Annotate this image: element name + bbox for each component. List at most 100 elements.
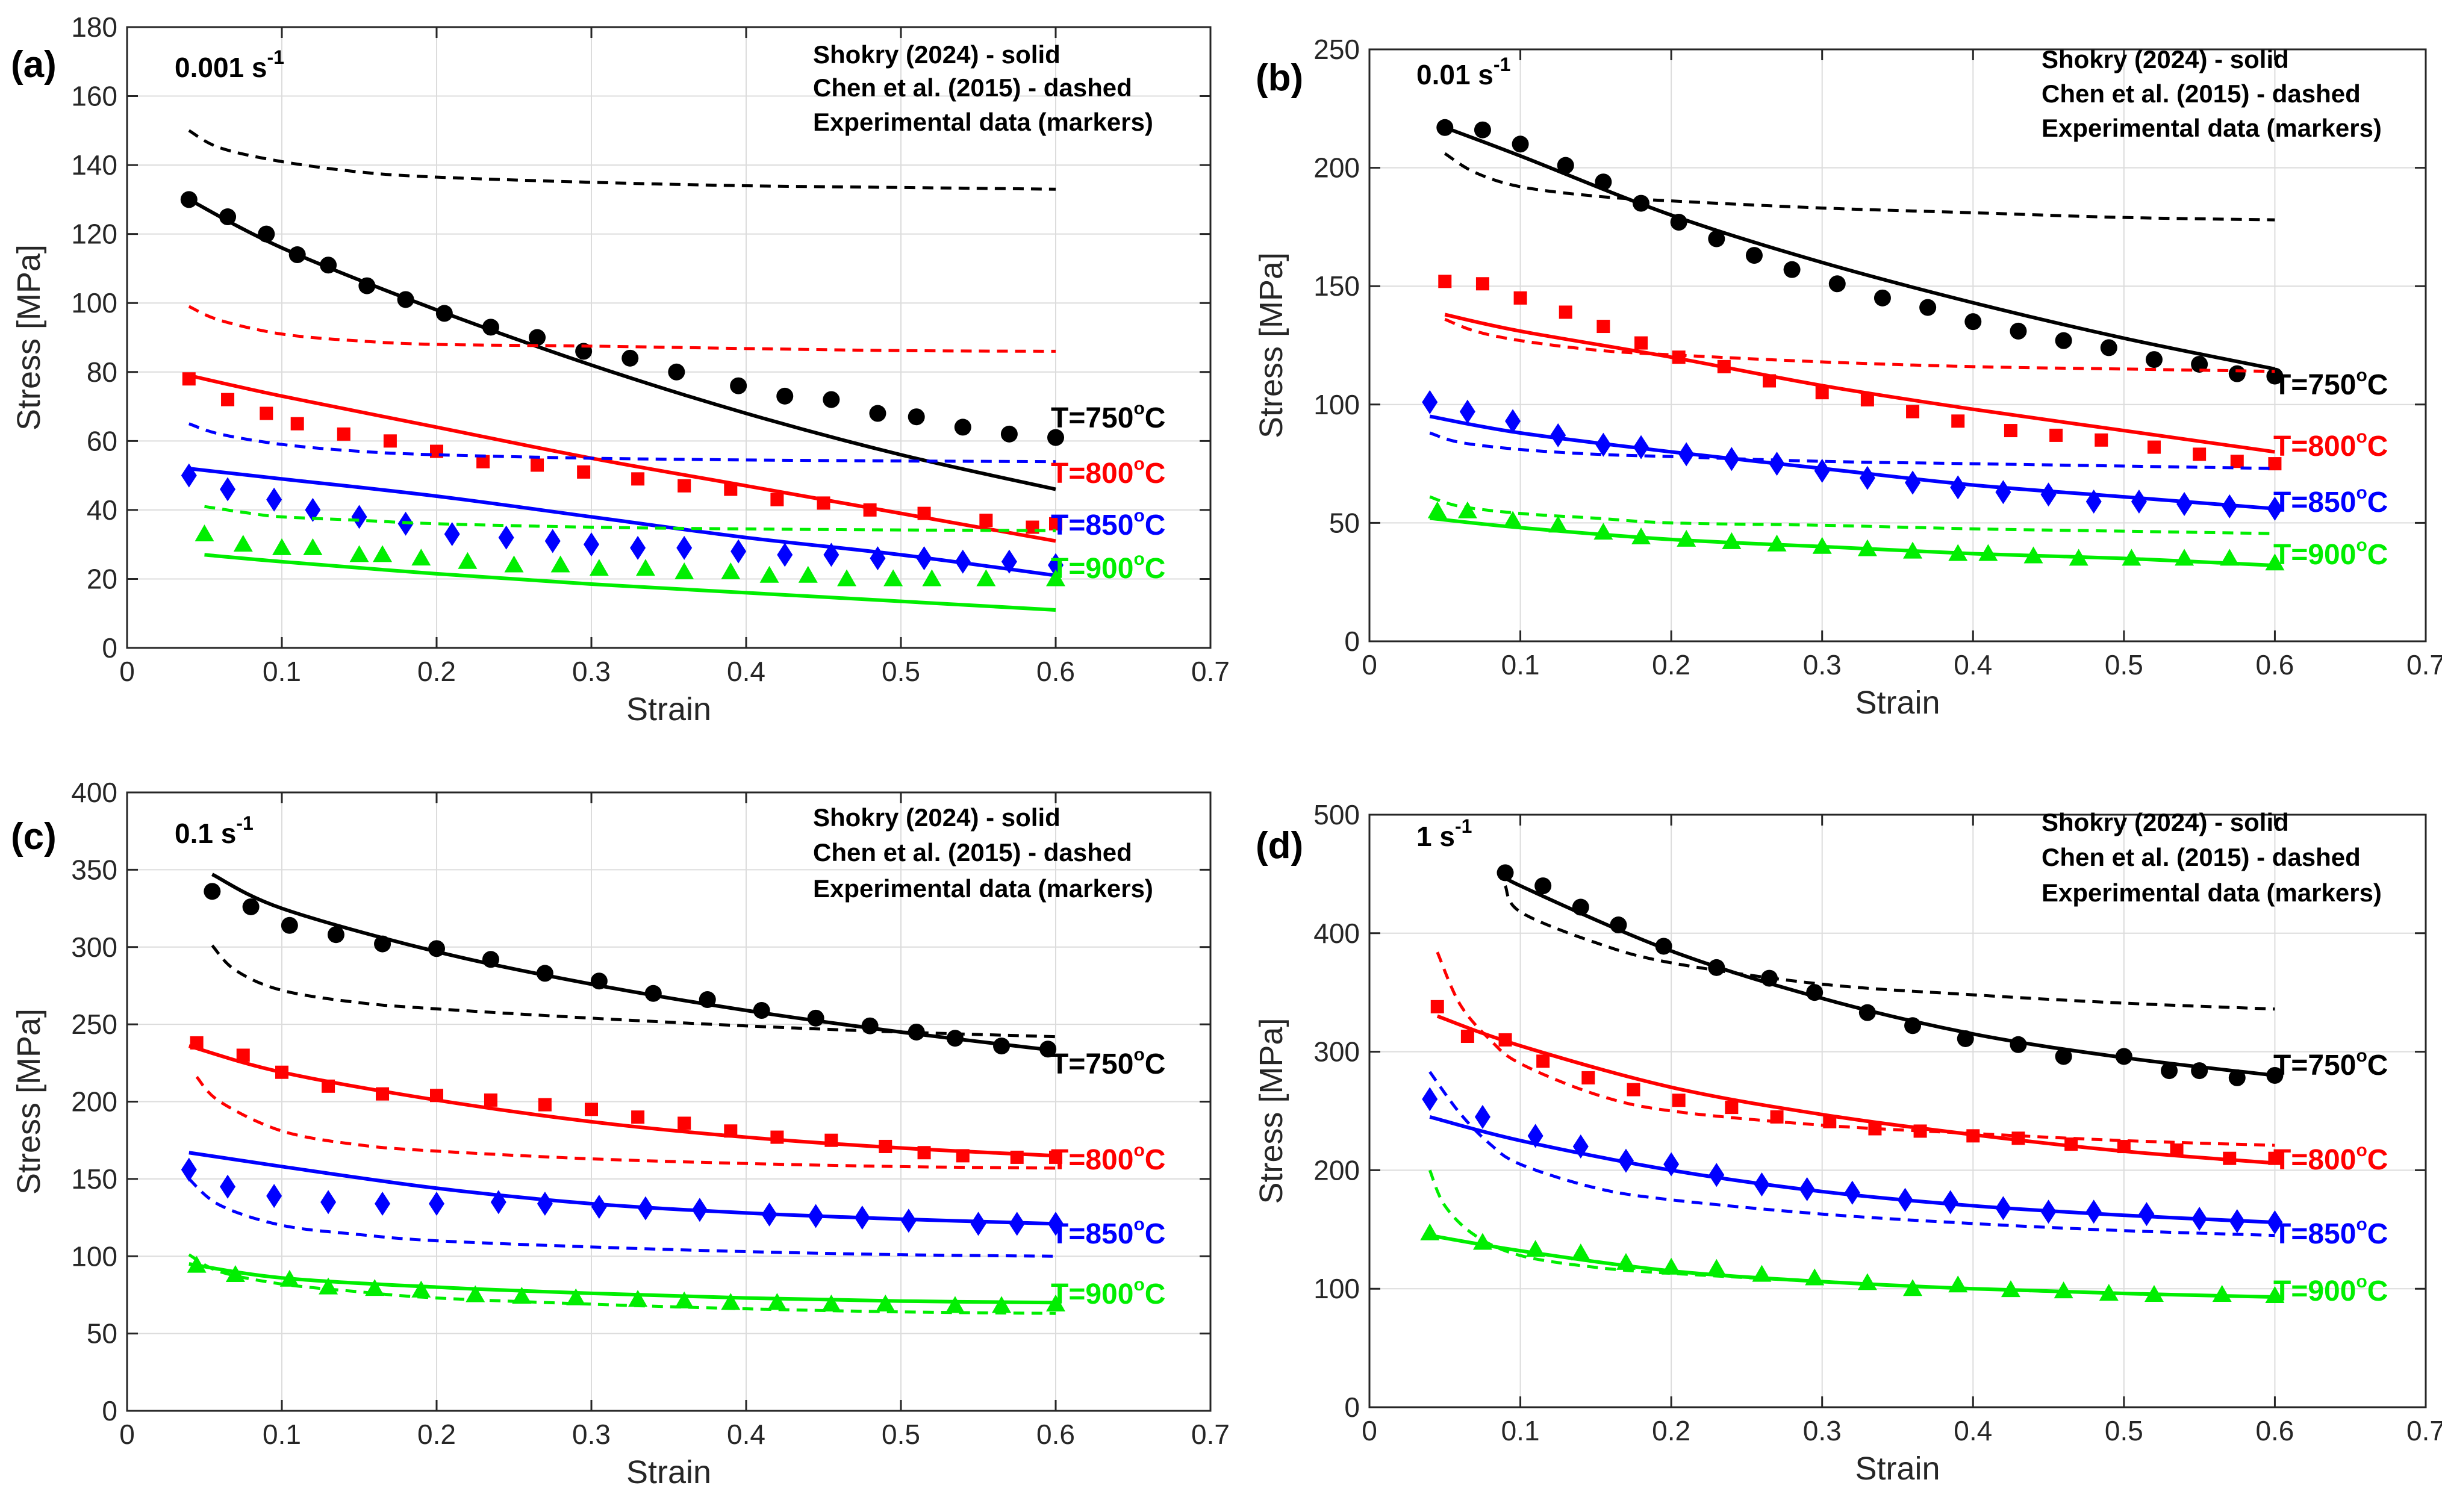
marker-850C	[637, 1196, 653, 1221]
marker-800C	[538, 1098, 552, 1112]
marker-800C	[1725, 1101, 1739, 1115]
x-tick-label: 0.6	[1036, 656, 1075, 687]
marker-750C	[2055, 1048, 2072, 1065]
marker-750C	[1436, 119, 1454, 136]
marker-750C	[908, 408, 925, 426]
marker-750C	[320, 257, 337, 274]
x-tick-label: 0.4	[727, 1419, 765, 1450]
temperature-unit: C	[1145, 402, 1166, 434]
marker-750C	[1874, 289, 1891, 306]
marker-750C	[1761, 969, 1778, 987]
marker-850C	[266, 1184, 282, 1209]
panel-label: (b)	[1256, 57, 1303, 99]
marker-850C	[1950, 475, 1966, 500]
degree-symbol: o	[2356, 427, 2367, 447]
degree-symbol: o	[1133, 1215, 1144, 1234]
marker-850C	[1505, 409, 1521, 434]
marker-900C	[1548, 515, 1568, 533]
marker-850C	[1663, 1152, 1680, 1177]
marker-850C	[220, 1174, 236, 1199]
marker-800C	[1438, 275, 1452, 288]
marker-800C	[2170, 1143, 2184, 1157]
marker-750C	[1783, 261, 1801, 278]
marker-800C	[1581, 1071, 1595, 1084]
dashed-line-850C	[188, 1177, 1056, 1258]
marker-900C	[504, 555, 524, 573]
solid-line-850C	[1429, 1115, 2275, 1224]
temperature-unit: C	[1145, 1218, 1166, 1250]
marker-800C	[1860, 393, 1874, 406]
marker-800C	[2049, 428, 2063, 442]
y-tick-label: 150	[1313, 270, 1360, 302]
marker-850C	[584, 532, 599, 557]
marker-900C	[1722, 532, 1742, 549]
temperature-value: T=900	[1051, 1278, 1133, 1310]
marker-750C	[621, 349, 639, 367]
marker-850C	[2229, 1209, 2245, 1234]
marker-800C	[322, 1079, 335, 1093]
dashed-line-750C	[188, 129, 1056, 191]
x-tick-label: 0.4	[727, 656, 765, 687]
temperature-value: T=900	[1051, 553, 1133, 585]
dashed-line-850C	[1428, 1071, 2275, 1237]
marker-800C	[2268, 457, 2282, 471]
marker-850C	[676, 535, 693, 560]
marker-750C	[590, 972, 608, 990]
temperature-unit: C	[2367, 539, 2388, 571]
marker-850C	[305, 497, 321, 522]
marker-900C	[2220, 549, 2240, 566]
marker-900C	[233, 535, 253, 552]
marker-800C	[1596, 320, 1610, 334]
degree-symbol: o	[1133, 549, 1144, 569]
strain-rate-exponent: -1	[236, 812, 253, 834]
chart-panel-b: 0 0.1 0.2 0.3 0.4 0.5 0.6 0.7 0 50 100 150 200 250 Str…	[1253, 34, 2442, 721]
marker-800C	[2004, 424, 2017, 438]
y-tick-label: 50	[87, 1318, 117, 1349]
marker-850C	[1527, 1124, 1543, 1148]
marker-900C	[279, 1269, 299, 1287]
marker-850C	[2191, 1207, 2208, 1231]
marker-900C	[721, 1293, 741, 1310]
marker-900C	[1903, 1279, 1923, 1296]
marker-750C	[482, 951, 499, 968]
degree-symbol: o	[2356, 1140, 2367, 1160]
marker-750C	[2145, 351, 2163, 369]
marker-750C	[1595, 173, 1612, 191]
marker-900C	[1857, 1273, 1877, 1290]
x-axis-label: Strain	[626, 691, 711, 727]
x-tick-label: 0.7	[1191, 656, 1230, 687]
plot-frame	[1368, 814, 2427, 1408]
marker-900C	[2144, 1285, 2164, 1302]
solid-line-800C	[1444, 313, 2275, 454]
y-tick-label: 300	[1313, 1036, 1360, 1068]
temperature-label-900: T=900oC	[1051, 549, 1165, 585]
marker-850C	[1618, 1148, 1634, 1173]
marker-850C	[1595, 432, 1612, 457]
plot-area	[1368, 48, 2427, 642]
legend-entry: Shokry (2024) - solid	[2042, 808, 2289, 836]
marker-800C	[917, 1146, 931, 1160]
dashed-line-850C	[188, 422, 1056, 464]
panel-label: (d)	[1256, 825, 1303, 866]
marker-750C	[1708, 959, 1725, 976]
marker-900C	[2099, 1284, 2119, 1301]
y-tick-label: 400	[71, 777, 117, 808]
marker-850C	[870, 546, 886, 571]
marker-850C	[808, 1204, 824, 1228]
marker-750C	[1858, 1004, 1876, 1021]
marker-750C	[2055, 332, 2072, 349]
temperature-unit: C	[1145, 1048, 1166, 1080]
marker-900C	[458, 552, 478, 569]
marker-800C	[2117, 1140, 2131, 1154]
degree-symbol: o	[1133, 1140, 1144, 1160]
dashed-line-800C	[195, 1075, 1056, 1170]
marker-900C	[2122, 549, 2141, 566]
marker-800C	[1498, 1033, 1512, 1047]
marker-800C	[631, 472, 645, 486]
temperature-value: T=800	[2273, 431, 2356, 462]
marker-900C	[411, 549, 431, 566]
marker-850C	[1799, 1177, 1815, 1201]
marker-850C	[1995, 480, 2011, 505]
marker-850C	[916, 546, 932, 571]
